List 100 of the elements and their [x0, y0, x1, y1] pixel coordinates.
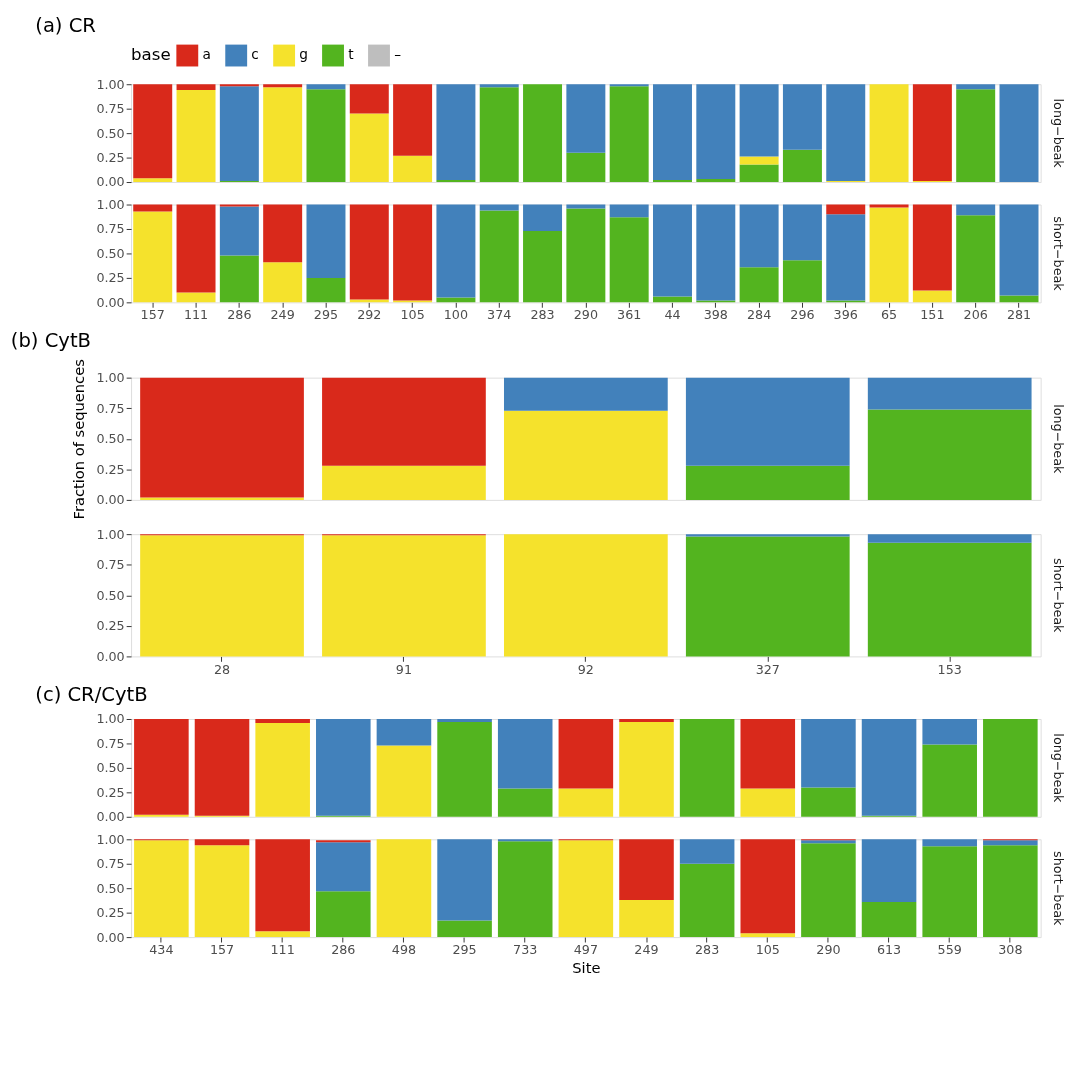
y-tick-label: 0.00: [96, 809, 125, 825]
x-tick-label: 151: [920, 307, 945, 323]
bar: [609, 217, 649, 303]
bar: [912, 84, 952, 182]
x-tick-label: 105: [755, 942, 780, 958]
bar: [437, 839, 492, 921]
x-tick-label: 290: [573, 307, 598, 323]
bar: [558, 719, 614, 789]
bar: [999, 295, 1039, 303]
bar: [376, 719, 432, 746]
bar: [140, 535, 304, 657]
bar: [263, 87, 303, 183]
x-tick-label: 396: [833, 307, 858, 323]
x-tick-label: 295: [313, 307, 339, 323]
bar: [523, 204, 563, 231]
y-tick-label: 0.75: [96, 856, 125, 872]
y-tick-label: 0.50: [96, 431, 125, 447]
y-tick-label: 0.25: [96, 618, 125, 634]
bar: [912, 290, 952, 303]
y-tick-label: 0.50: [96, 760, 125, 776]
y2-axis-title: long−beak: [1051, 98, 1067, 169]
bar: [322, 377, 486, 466]
bar: [740, 839, 796, 934]
bar: [912, 204, 952, 291]
bar: [739, 204, 779, 268]
bar: [176, 90, 216, 183]
legend-label: a: [202, 46, 211, 63]
x-tick-label: 308: [998, 942, 1023, 958]
bar: [869, 207, 909, 303]
x-tick-label: 111: [183, 307, 209, 323]
x-tick-label: 283: [530, 307, 555, 323]
y-tick-label: 0.75: [96, 221, 125, 237]
x-tick-label: 44: [664, 307, 681, 323]
bar: [176, 84, 216, 91]
bar: [134, 719, 189, 815]
bar: [393, 84, 433, 156]
x-tick-label: 286: [331, 942, 356, 958]
legend-label: c: [251, 46, 259, 63]
bar: [436, 84, 476, 181]
x-tick-label: 65: [880, 307, 898, 323]
bar: [956, 204, 996, 216]
bar: [479, 87, 519, 183]
bar: [133, 84, 173, 179]
x-tick-label: 497: [573, 942, 598, 958]
bar: [316, 891, 371, 938]
bar: [306, 277, 346, 303]
bar: [140, 497, 304, 500]
bar: [685, 536, 850, 657]
y2-axis-title: short−beak: [1051, 558, 1067, 634]
y-tick-label: 0.00: [96, 929, 125, 945]
x-tick-label: 157: [209, 942, 235, 958]
y-tick-label: 0.00: [96, 174, 125, 190]
bar: [956, 215, 996, 303]
bar: [653, 84, 692, 181]
bar: [867, 534, 1032, 543]
bar: [393, 204, 433, 301]
bar: [566, 208, 606, 303]
bar: [497, 788, 553, 817]
bar: [566, 84, 606, 153]
x-tick-label: 613: [876, 942, 902, 958]
y-tick-label: 0.25: [96, 149, 125, 165]
y-tick-label: 0.75: [96, 101, 125, 117]
y2-axis-title: short−beak: [1051, 851, 1067, 926]
y-tick-label: 0.50: [96, 125, 125, 141]
bar: [782, 204, 822, 261]
bar: [740, 719, 796, 789]
bar: [685, 534, 850, 537]
x-tick-label: 111: [270, 942, 295, 958]
bar: [922, 719, 977, 745]
bar: [219, 86, 259, 182]
bar: [558, 840, 614, 938]
bar: [619, 839, 674, 900]
y-tick-label: 1.00: [96, 76, 125, 92]
bar: [255, 719, 310, 723]
bar: [194, 839, 250, 846]
bar: [956, 84, 996, 90]
bar: [140, 377, 304, 498]
bar: [504, 534, 668, 657]
bar: [739, 84, 779, 157]
x-tick-label: 286: [227, 307, 252, 323]
bar: [306, 89, 346, 183]
bar: [609, 204, 649, 218]
bar: [523, 230, 563, 303]
bar: [801, 719, 856, 788]
bar: [685, 465, 850, 500]
x-tick-label: 327: [755, 661, 780, 677]
bar: [696, 84, 736, 180]
bar: [437, 920, 492, 938]
bar: [679, 719, 735, 817]
legend-label: t: [348, 46, 355, 63]
bar: [504, 410, 668, 500]
bar: [523, 84, 563, 183]
bar: [349, 84, 389, 114]
y-tick-label: 0.25: [96, 270, 125, 286]
bar: [316, 842, 371, 892]
bar: [861, 901, 917, 938]
chart-title: (b) CytB: [10, 328, 91, 352]
bar: [436, 204, 476, 298]
x-tick-label: 559: [937, 942, 962, 958]
x-tick-label: 91: [395, 661, 413, 677]
